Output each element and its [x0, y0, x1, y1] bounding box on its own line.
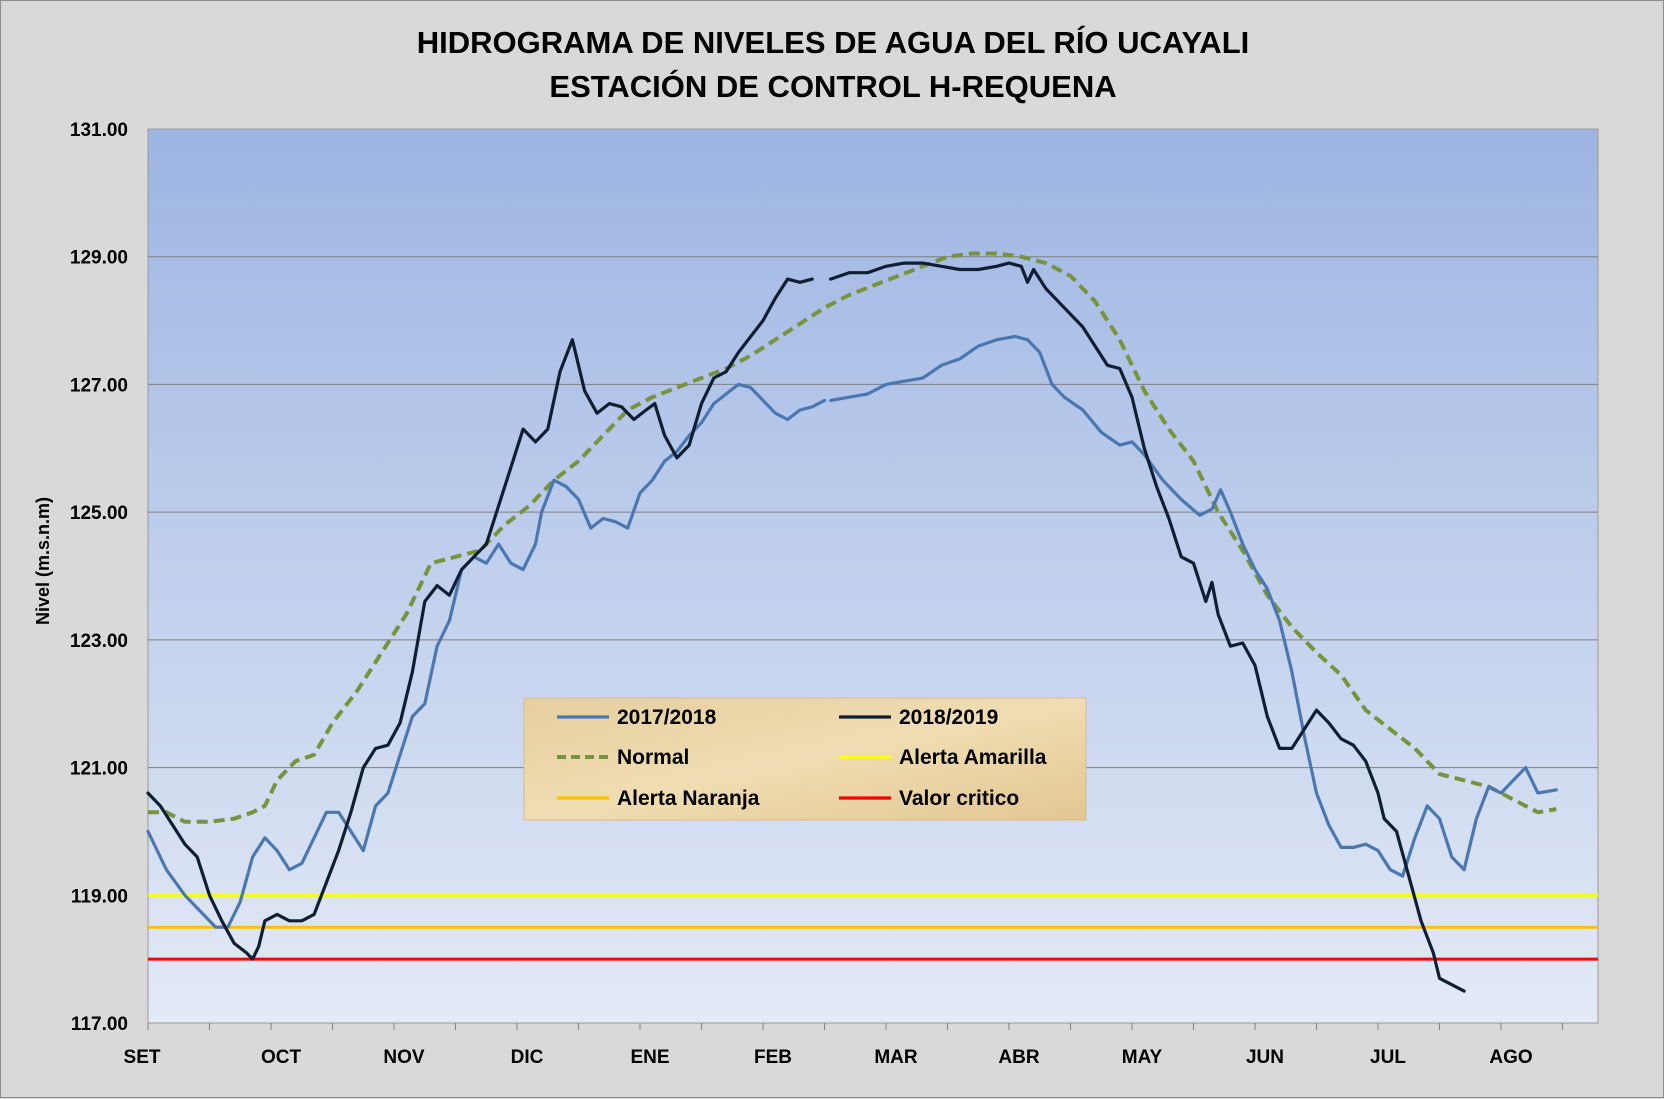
legend-label: Alerta Amarilla: [899, 746, 1047, 769]
legend-box: [523, 697, 1087, 821]
y-axis-label: Nivel (m.s.n.m): [33, 497, 53, 625]
y-tick-label: 127.00: [70, 375, 128, 396]
x-axis: SET OCT NOV DIC ENE FEB MAR ABR MAY JUN JUL AGO: [124, 1023, 1563, 1068]
x-tick-label: DIC: [511, 1047, 544, 1068]
x-tick-label: MAR: [874, 1047, 918, 1068]
legend-label: Valor critico: [899, 787, 1019, 810]
y-tick-label: 119.00: [71, 886, 128, 907]
legend-label: Normal: [617, 746, 689, 769]
x-tick-label: JUN: [1246, 1047, 1284, 1068]
series-lines: [146, 251, 1558, 993]
chart-subtitle: ESTACIÓN DE CONTROL H-REQUENA: [549, 68, 1116, 104]
x-tick-label: SET: [124, 1047, 161, 1068]
x-tick-label: NOV: [383, 1047, 425, 1068]
series-line-2018-2019: [146, 261, 1466, 993]
x-tick-label: AGO: [1489, 1047, 1532, 1068]
legend-label: Alerta Naranja: [617, 787, 760, 810]
chart-title: HIDROGRAMA DE NIVELES DE AGUA DEL RÍO UC…: [417, 25, 1250, 60]
x-tick-label: FEB: [754, 1047, 792, 1068]
series-line-2017-2018: [146, 334, 1558, 929]
y-axis: 117.00 119.00 121.00 123.00 125.00 127.00 129.…: [70, 120, 128, 1035]
legend-label: 2018/2019: [899, 706, 998, 729]
x-tick-label: JUL: [1370, 1047, 1406, 1068]
y-tick-label: 131.00: [70, 120, 128, 141]
legend: 2017/2018 2018/2019 Normal Alerta Amarilla A…: [523, 697, 1087, 821]
plot-area: [147, 128, 1599, 1024]
y-tick-label: 123.00: [70, 631, 128, 652]
threshold-lines: [148, 893, 1598, 961]
y-tick-label: 129.00: [70, 248, 128, 269]
x-tick-label: OCT: [261, 1047, 302, 1068]
x-tick-label: ABR: [998, 1047, 1039, 1068]
legend-label: 2017/2018: [617, 706, 717, 729]
x-tick-label: MAY: [1122, 1047, 1163, 1068]
y-tick-label: 121.00: [70, 759, 128, 780]
y-tick-label: 125.00: [70, 503, 128, 524]
x-tick-label: ENE: [630, 1047, 669, 1068]
y-tick-label: 117.00: [71, 1014, 128, 1035]
